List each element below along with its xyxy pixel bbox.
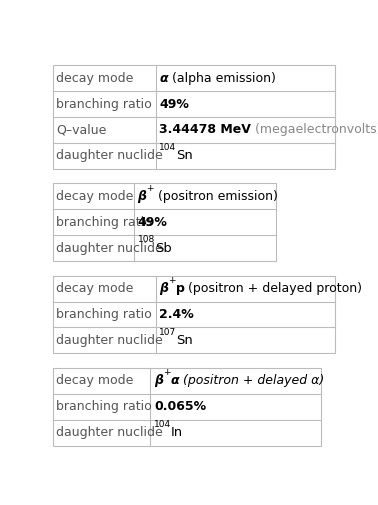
- Text: In: In: [171, 426, 183, 439]
- Text: Sn: Sn: [176, 149, 193, 162]
- Text: daughter nuclide: daughter nuclide: [56, 149, 163, 162]
- Text: Sn: Sn: [177, 334, 193, 347]
- Text: branching ratio: branching ratio: [56, 97, 152, 111]
- Text: decay mode: decay mode: [56, 190, 133, 203]
- Text: β: β: [159, 282, 168, 295]
- Text: (alpha emission): (alpha emission): [168, 72, 276, 85]
- Text: +: +: [163, 368, 170, 377]
- Text: daughter nuclide: daughter nuclide: [56, 241, 163, 255]
- Bar: [53, 183, 276, 261]
- Text: +: +: [146, 184, 154, 192]
- Text: 104: 104: [159, 143, 176, 152]
- Bar: [53, 368, 321, 445]
- Text: 104: 104: [154, 420, 171, 429]
- Text: +: +: [168, 276, 176, 285]
- Text: decay mode: decay mode: [56, 282, 133, 295]
- Text: branching ratio: branching ratio: [56, 308, 152, 321]
- Text: 2.4%: 2.4%: [159, 308, 194, 321]
- Text: 107: 107: [159, 328, 177, 336]
- Text: (positron + delayed proton): (positron + delayed proton): [184, 282, 363, 295]
- Bar: [53, 65, 335, 169]
- Text: Q–value: Q–value: [56, 123, 107, 136]
- Text: Sb: Sb: [155, 241, 172, 255]
- Text: p: p: [176, 282, 184, 295]
- Text: 0.065%: 0.065%: [154, 400, 206, 413]
- Text: β: β: [138, 190, 146, 203]
- Text: 3.44478 MeV: 3.44478 MeV: [159, 123, 251, 136]
- Text: decay mode: decay mode: [56, 374, 133, 387]
- Text: α: α: [170, 374, 179, 387]
- Text: branching ratio: branching ratio: [56, 216, 152, 229]
- Text: daughter nuclide: daughter nuclide: [56, 426, 163, 439]
- Text: daughter nuclide: daughter nuclide: [56, 334, 163, 347]
- Text: branching ratio: branching ratio: [56, 400, 152, 413]
- Text: (megaelectronvolts): (megaelectronvolts): [251, 123, 378, 136]
- Bar: [53, 276, 335, 354]
- Text: (positron emission): (positron emission): [154, 190, 278, 203]
- Text: β: β: [154, 374, 163, 387]
- Text: 108: 108: [138, 235, 155, 244]
- Text: 49%: 49%: [159, 97, 189, 111]
- Text: decay mode: decay mode: [56, 72, 133, 85]
- Text: 49%: 49%: [138, 216, 167, 229]
- Text: (positron + delayed α): (positron + delayed α): [179, 374, 324, 387]
- Text: α: α: [159, 72, 168, 85]
